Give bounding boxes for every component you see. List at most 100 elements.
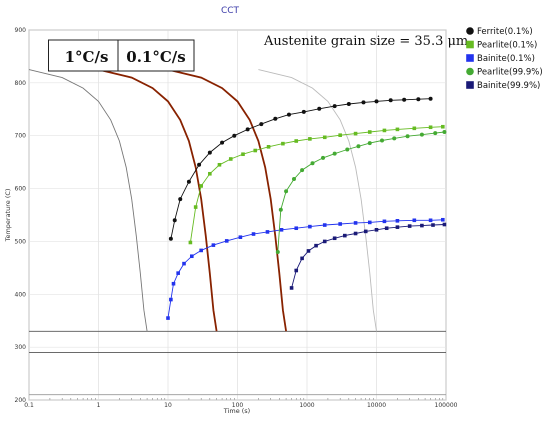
data-point-ferrite-0-1-16 xyxy=(361,100,366,105)
data-point-bainite-0-1-5 xyxy=(189,254,194,259)
legend-label-pearlite-99-9: Pearlite(99.9%) xyxy=(477,68,543,78)
grid-layer xyxy=(28,29,447,401)
data-point-pearlite-0-1-19 xyxy=(428,125,433,130)
data-point-pearlite-0-1-8 xyxy=(266,145,271,149)
cooling-rate-box-1 xyxy=(117,39,195,72)
data-point-pearlite-0-1-2 xyxy=(199,184,203,188)
legend-marker-bainite-99-9 xyxy=(466,81,474,89)
data-point-ferrite-0-1-3 xyxy=(186,179,191,184)
data-point-pearlite-0-1-14 xyxy=(353,131,358,136)
data-point-pearlite-99-9-13 xyxy=(405,134,410,139)
cooling-curve-3 xyxy=(258,69,377,332)
data-point-ferrite-0-1-7 xyxy=(232,133,237,138)
legend-marker-bainite-0-1 xyxy=(466,54,474,62)
y-tick-label-700: 700 xyxy=(15,133,27,140)
data-point-bainite-0-1-18 xyxy=(367,220,372,225)
data-point-pearlite-0-1-15 xyxy=(367,130,372,134)
data-point-pearlite-99-9-7 xyxy=(332,151,337,156)
y-tick-label-900: 900 xyxy=(15,27,27,34)
data-point-pearlite-0-1-4 xyxy=(217,162,222,167)
data-point-ferrite-0-1-20 xyxy=(416,97,421,102)
data-point-pearlite-0-1-12 xyxy=(322,135,327,140)
cooling-curve-2 xyxy=(167,68,287,332)
y-tick-label-400: 400 xyxy=(15,291,27,298)
data-point-bainite-0-1-16 xyxy=(338,222,342,226)
data-point-pearlite-99-9-0 xyxy=(275,250,280,254)
data-point-bainite-99-9-14 xyxy=(420,223,424,228)
x-tick-label-10000: 10000 xyxy=(367,402,386,409)
data-point-bainite-0-1-7 xyxy=(211,243,216,247)
data-point-bainite-0-1-9 xyxy=(238,235,243,239)
cooling-rate-label-0: 1°C/s xyxy=(65,48,109,66)
y-tick-labels: 200 300 400 500 600 700 800 900 xyxy=(15,27,27,404)
data-point-bainite-0-1-22 xyxy=(428,218,433,223)
data-point-pearlite-0-1-6 xyxy=(241,152,245,157)
transformation-curves xyxy=(166,96,447,320)
data-point-pearlite-99-9-6 xyxy=(321,155,326,160)
data-point-pearlite-0-1-13 xyxy=(338,133,342,137)
y-tick-label-500: 500 xyxy=(15,238,27,245)
data-point-bainite-99-9-16 xyxy=(442,222,447,227)
x-tick-label-1000: 1000 xyxy=(299,402,314,409)
legend-label-bainite-0-1: Bainite(0.1%) xyxy=(477,54,535,64)
data-point-pearlite-0-1-7 xyxy=(253,148,258,153)
data-point-bainite-0-1-20 xyxy=(395,219,400,223)
data-point-pearlite-99-9-10 xyxy=(367,141,372,146)
y-tick-label-800: 800 xyxy=(15,80,27,87)
data-point-pearlite-99-9-9 xyxy=(356,144,361,149)
data-point-ferrite-0-1-8 xyxy=(245,127,250,132)
data-point-pearlite-99-9-14 xyxy=(419,132,424,137)
data-point-pearlite-0-1-5 xyxy=(228,157,233,161)
data-point-pearlite-0-1-10 xyxy=(294,139,299,143)
x-tick-label-1: 1 xyxy=(97,402,101,409)
cooling-curve-0 xyxy=(28,69,148,332)
legend: Ferrite(0.1%) Pearlite(0.1%) Bainite(0.1%)… xyxy=(466,27,543,91)
data-point-bainite-0-1-17 xyxy=(353,221,358,225)
data-point-bainite-99-9-7 xyxy=(343,233,347,238)
data-point-ferrite-0-1-18 xyxy=(388,98,393,103)
data-point-bainite-99-9-1 xyxy=(294,268,299,273)
data-point-bainite-99-9-13 xyxy=(407,224,412,228)
chart-title: CCT xyxy=(221,6,240,16)
data-point-bainite-99-9-9 xyxy=(363,229,368,234)
data-point-bainite-99-9-8 xyxy=(353,231,358,236)
data-point-ferrite-0-1-1 xyxy=(172,218,177,223)
data-point-bainite-99-9-5 xyxy=(322,239,327,244)
data-point-ferrite-0-1-9 xyxy=(259,122,264,127)
data-point-bainite-0-1-15 xyxy=(322,223,327,227)
data-point-bainite-0-1-4 xyxy=(182,261,186,266)
data-point-pearlite-99-9-15 xyxy=(433,131,438,136)
data-point-pearlite-99-9-5 xyxy=(310,161,315,166)
data-point-bainite-0-1-0 xyxy=(166,316,170,320)
data-point-bainite-99-9-10 xyxy=(374,228,379,232)
legend-label-ferrite-0-1: Ferrite(0.1%) xyxy=(477,27,533,37)
data-point-ferrite-0-1-17 xyxy=(374,99,379,104)
x-tick-label-100: 100 xyxy=(232,402,244,409)
data-point-ferrite-0-1-5 xyxy=(207,150,212,155)
data-point-ferrite-0-1-0 xyxy=(168,236,173,241)
data-point-bainite-99-9-3 xyxy=(306,249,311,253)
x-axis-title: Time (s) xyxy=(223,407,250,415)
series-bainite-0-1 xyxy=(166,217,445,320)
cooling-rate-labels: 1°C/s 0.1°C/s xyxy=(48,39,195,72)
data-point-bainite-0-1-14 xyxy=(308,224,312,229)
y-axis-title: Temperature (C) xyxy=(4,189,12,243)
series-bainite-99-9 xyxy=(289,222,447,290)
data-point-ferrite-0-1-13 xyxy=(317,106,322,111)
data-point-pearlite-0-1-1 xyxy=(193,205,198,209)
data-point-pearlite-99-9-1 xyxy=(278,207,283,212)
legend-marker-pearlite-0-1 xyxy=(466,40,474,49)
series-pearlite-0-1 xyxy=(188,124,445,245)
data-point-bainite-0-1-6 xyxy=(199,248,203,253)
series-line-ferrite-0-1 xyxy=(170,98,431,239)
data-point-ferrite-0-1-15 xyxy=(346,102,351,106)
data-point-ferrite-0-1-10 xyxy=(273,116,278,121)
series-ferrite-0-1 xyxy=(168,96,433,241)
data-point-pearlite-0-1-20 xyxy=(441,124,445,129)
x-tick-labels: 0.1 1 10 100 1000 10000 100000 xyxy=(24,402,457,409)
series-pearlite-99-9 xyxy=(275,130,447,254)
data-point-ferrite-0-1-11 xyxy=(286,112,291,117)
data-point-ferrite-0-1-19 xyxy=(402,97,407,102)
data-point-pearlite-0-1-17 xyxy=(395,127,400,132)
